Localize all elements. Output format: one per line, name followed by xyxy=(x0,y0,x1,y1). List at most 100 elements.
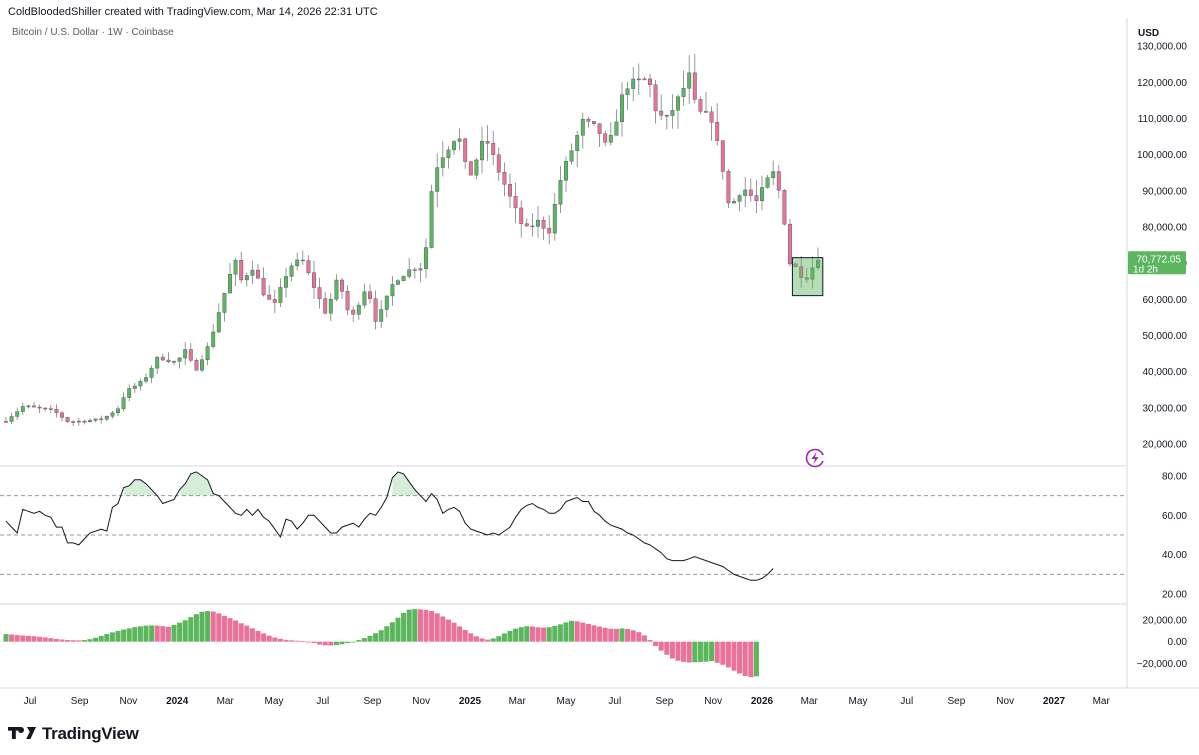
histogram-bar xyxy=(703,641,709,662)
candle xyxy=(93,418,98,423)
candle-body xyxy=(317,287,322,299)
candle xyxy=(620,82,624,137)
histogram-bar xyxy=(557,624,563,642)
candle-body xyxy=(754,195,759,201)
candle-body xyxy=(508,184,512,197)
candle-body xyxy=(681,88,686,97)
histogram-bar xyxy=(591,625,597,642)
candle xyxy=(776,164,781,199)
candle-body xyxy=(244,275,249,281)
chart-title: Bitcoin / U.S. Dollar · 1W · Coinbase xyxy=(12,27,174,38)
histogram-bar xyxy=(221,615,227,642)
candle-body xyxy=(278,287,283,303)
histogram-bar xyxy=(395,617,401,642)
histogram-bar xyxy=(473,636,479,642)
candle xyxy=(726,168,731,209)
candle xyxy=(32,402,36,408)
histogram-bar xyxy=(630,630,636,642)
histogram-bar xyxy=(305,641,311,643)
histogram-bar xyxy=(697,641,703,662)
candle xyxy=(205,342,210,366)
candle-body xyxy=(401,276,406,281)
histogram-bar xyxy=(205,611,211,642)
histogram-bar xyxy=(65,640,71,642)
histogram-bar xyxy=(429,611,435,642)
candle-body xyxy=(216,312,221,333)
candle xyxy=(267,285,272,300)
candle xyxy=(160,353,165,362)
histogram-bar xyxy=(389,622,395,642)
candle xyxy=(384,295,389,318)
candle xyxy=(760,175,764,211)
time-tick-label: Jul xyxy=(608,696,621,707)
rsi-tick-label: 60.00 xyxy=(1162,511,1187,522)
histogram-bar xyxy=(210,611,216,642)
time-tick-label: May xyxy=(265,696,284,707)
candle xyxy=(653,79,658,124)
candle-body xyxy=(452,141,456,151)
candle xyxy=(200,354,204,372)
candle xyxy=(48,404,53,413)
candle-body xyxy=(356,304,361,315)
candle-body xyxy=(312,272,316,288)
candle xyxy=(211,323,216,349)
histogram-bar xyxy=(423,609,429,642)
candle-body xyxy=(771,171,776,178)
candle-body xyxy=(760,187,764,201)
price-tick-label: 20,000.00 xyxy=(1143,439,1188,450)
histogram-bar xyxy=(709,641,715,662)
chart-credit-text: ColdBloodedShiller created with TradingV… xyxy=(8,6,378,18)
histogram-bar xyxy=(216,613,222,642)
rsi-tick-label: 80.00 xyxy=(1162,471,1187,482)
candle-body xyxy=(289,265,294,277)
candle-body xyxy=(222,292,227,313)
candle-body xyxy=(368,291,372,299)
candle-body xyxy=(261,278,266,296)
candle xyxy=(188,343,193,363)
histogram-bar xyxy=(143,625,149,642)
candle xyxy=(732,197,736,204)
candle xyxy=(676,94,680,129)
histogram-bar xyxy=(98,635,104,642)
histogram-bar xyxy=(171,624,177,642)
histogram-bar xyxy=(3,634,9,642)
candle-body xyxy=(625,88,630,95)
candle-body xyxy=(155,356,160,369)
candle xyxy=(82,419,87,425)
candle xyxy=(356,301,361,320)
candle-body xyxy=(732,201,736,204)
candle xyxy=(804,268,809,284)
time-tick-label: 2027 xyxy=(1043,696,1066,707)
lightning-badge-icon[interactable] xyxy=(804,447,826,469)
candle-body xyxy=(127,388,132,398)
histogram-bar xyxy=(87,639,93,642)
candle xyxy=(463,137,468,169)
candle xyxy=(614,109,619,136)
histogram-bar xyxy=(513,628,519,642)
time-tick-label: Jul xyxy=(316,696,329,707)
candle xyxy=(597,123,602,148)
candle-body xyxy=(166,359,171,362)
candle xyxy=(334,274,339,302)
chart-svg[interactable]: 130,000.00 120,000.00 110,000.00 100,000.00… xyxy=(0,18,1199,718)
histogram-bar xyxy=(76,640,82,642)
candle-body xyxy=(26,405,31,408)
highlight-box xyxy=(791,257,824,297)
time-tick-label: Sep xyxy=(656,696,674,707)
time-tick-label: Mar xyxy=(1093,696,1111,707)
footer-branding: TradingView xyxy=(8,723,139,745)
candle xyxy=(278,278,283,308)
candle-body xyxy=(121,397,126,409)
candle-body xyxy=(558,180,563,205)
histogram-bar xyxy=(496,636,502,642)
candle xyxy=(468,161,473,176)
candle xyxy=(65,416,70,424)
candle-body xyxy=(793,263,798,267)
candle-body xyxy=(340,279,344,292)
candle xyxy=(502,162,507,197)
candle xyxy=(480,126,484,174)
candle xyxy=(754,180,759,213)
candle xyxy=(737,194,742,212)
candle-body xyxy=(782,190,787,225)
candle-body xyxy=(37,406,42,409)
